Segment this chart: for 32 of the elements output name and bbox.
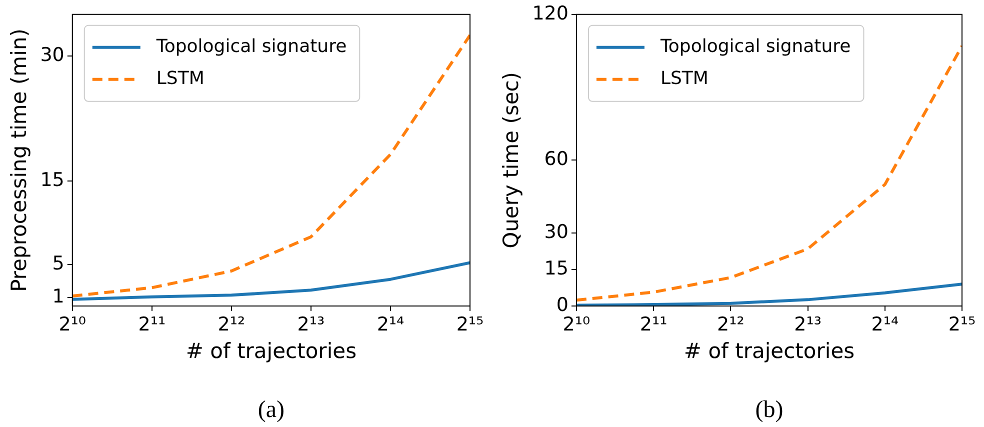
y-axis-title: Preprocessing time (min) xyxy=(7,28,32,292)
x-tick-label: 2¹⁰ xyxy=(58,313,86,336)
line-series xyxy=(72,34,470,298)
x-tick-label: 2¹¹ xyxy=(640,313,668,336)
legend-label: LSTM xyxy=(660,68,708,90)
text: (b) xyxy=(755,397,784,423)
y-axis-title: Query time (sec) xyxy=(499,72,524,248)
legend-label: Topological signature xyxy=(155,36,347,58)
x-axis-title: # of trajectories xyxy=(186,338,357,363)
y-tick-label: 5 xyxy=(52,252,64,274)
y-tick-label: 1 xyxy=(52,286,64,308)
x-tick-label: 2¹⁰ xyxy=(562,313,590,336)
x-axis-title: # of trajectories xyxy=(684,338,855,363)
y-tick-label: 120 xyxy=(532,2,568,24)
x-tick-label: 2¹³ xyxy=(794,313,822,336)
text: (a) xyxy=(258,397,285,423)
y-tick-label: 60 xyxy=(544,148,568,170)
x-tick-label: 2¹¹ xyxy=(138,313,166,336)
y-tick-label: 15 xyxy=(40,168,64,191)
x-tick-label: 2¹² xyxy=(218,313,246,336)
legend-label: Topological signature xyxy=(659,36,851,58)
y-tick-label: 15 xyxy=(544,257,568,280)
x-tick-label: 2¹⁵ xyxy=(456,313,484,336)
x-tick-label: 2¹⁴ xyxy=(376,313,405,336)
y-tick-label: 0 xyxy=(556,294,568,316)
x-tick-label: 2¹⁵ xyxy=(948,313,976,336)
x-tick-label: 2¹⁴ xyxy=(871,313,899,336)
legend-label: LSTM xyxy=(156,68,204,90)
x-tick-label: 2¹² xyxy=(717,313,744,336)
y-tick-label: 30 xyxy=(40,44,64,66)
y-tick-label: 30 xyxy=(544,221,568,244)
x-tick-label: 2¹³ xyxy=(297,313,325,336)
